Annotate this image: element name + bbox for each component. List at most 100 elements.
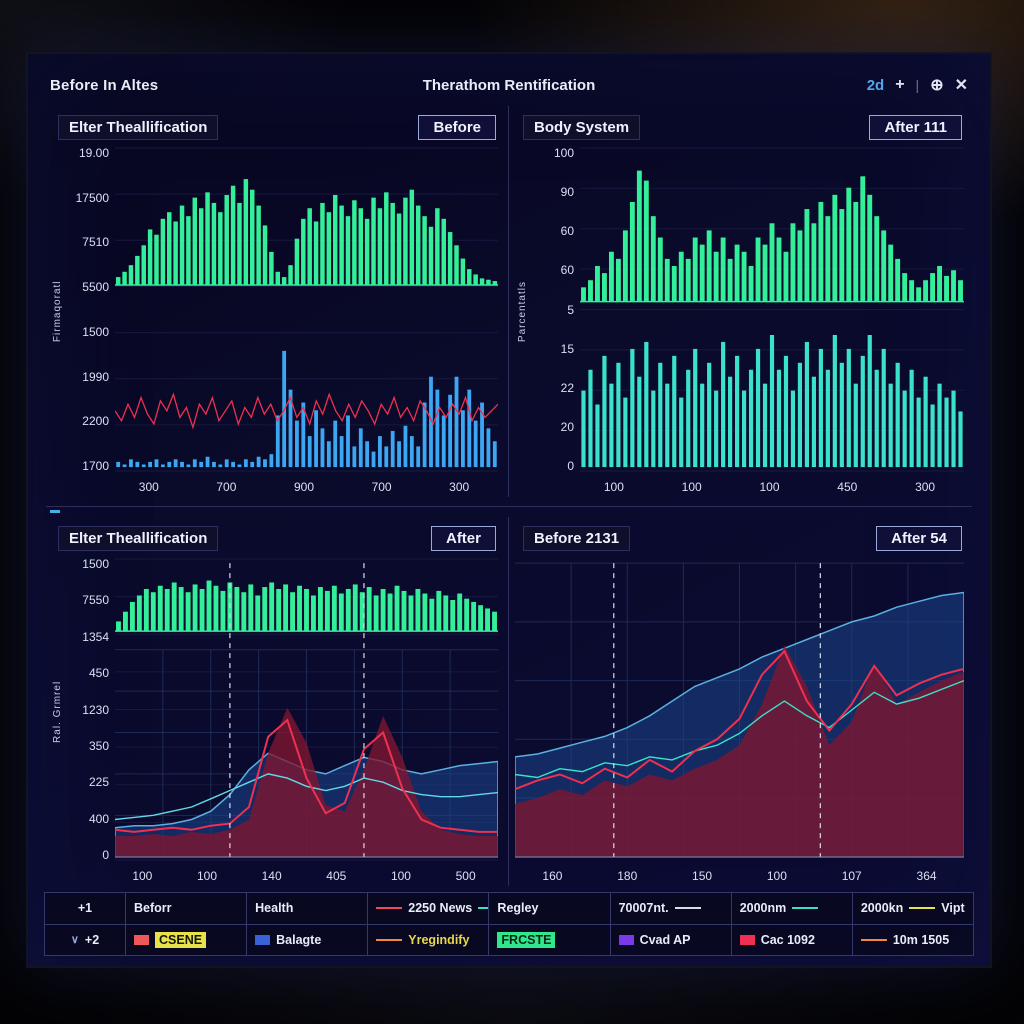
legend-swatch (478, 907, 489, 910)
legend-label: Health (255, 901, 294, 916)
y-tick: 90 (560, 185, 574, 200)
legend-label: Vipt (941, 901, 965, 916)
legend-label: 2250 News (408, 901, 473, 916)
panel-badge[interactable]: Before (418, 114, 496, 140)
legend-item[interactable]: Health (247, 893, 369, 924)
panel-badge[interactable]: After 111 (869, 114, 962, 140)
legend-item[interactable]: 2250 News (368, 893, 490, 924)
legend-row: +1 Beforr Health 2250 News Regley 70007nt. 200… (45, 893, 973, 925)
y-tick: 5 (567, 302, 574, 317)
y-tick: 350 (88, 738, 109, 753)
titlebar: Before In Altes Therathom Rentification … (44, 68, 974, 102)
y-tick: 15 (560, 341, 574, 356)
y-tick: 19.00 (78, 146, 109, 160)
legend-item[interactable]: 10m 1505 (853, 925, 973, 956)
legend-label: Cvad AP (639, 932, 691, 947)
legend-label: +2 (84, 932, 100, 947)
top-panel-row: Elter Theallification Before Firmaqoratl… (44, 106, 974, 498)
legend-item[interactable]: 2000kn Vipt (853, 893, 973, 924)
legend-swatch (860, 938, 887, 941)
panel-title: Before 2131 (523, 525, 631, 551)
panel-bottom-left: Elter Theallification After Ral. Grmrel … (44, 517, 509, 886)
divider-tick (50, 510, 60, 514)
close-icon[interactable]: ✕ (954, 77, 968, 94)
x-tick: 100 (196, 869, 217, 883)
x-axis-ticks: 160 180 150 100 107 364 (515, 866, 964, 886)
x-tick: 140 (261, 869, 282, 883)
y-tick: 1354 (82, 629, 109, 644)
legend-item[interactable]: 70007nt. (611, 893, 732, 924)
chart-svg-p2 (580, 147, 964, 472)
legend-item[interactable]: 2000nm (732, 893, 853, 924)
legend-swatch (255, 934, 271, 945)
x-tick: 100 (132, 869, 153, 883)
y-tick: 2200 (82, 414, 109, 429)
control-separator: | (915, 77, 920, 93)
legend-swatch (909, 907, 936, 910)
legend-swatch (792, 907, 819, 910)
legend-item[interactable]: +1 (45, 893, 126, 924)
chart-svg-p1 (115, 147, 498, 472)
y-axis-ticks: 1500 7550 1354 450 1230 350 225 400 0 (65, 557, 115, 866)
x-tick: 700 (371, 480, 392, 495)
x-tick: 364 (916, 869, 937, 883)
x-tick: 300 (449, 480, 470, 495)
window-controls: 2d + | ⊕ ✕ (867, 75, 968, 95)
legend-item[interactable]: Regley (489, 893, 611, 924)
y-tick: 60 (560, 263, 574, 278)
y-axis-label: Ral. Grmrel (52, 680, 63, 743)
chevron-down-icon: ∨ (70, 934, 79, 947)
plus-icon[interactable]: + (895, 76, 905, 93)
y-tick: 1990 (82, 369, 109, 384)
status-badge: 2d (866, 76, 885, 94)
legend-item[interactable]: Cac 1092 (732, 924, 853, 955)
legend-item[interactable]: ∨ +2 (45, 924, 126, 955)
y-tick: 1700 (82, 459, 109, 474)
panel-top-left: Elter Theallification Before Firmaqoratl… (44, 106, 509, 498)
y-axis-ticks: 100 90 60 60 5 15 22 20 0 (530, 146, 580, 477)
x-tick: 100 (759, 480, 780, 495)
legend-label: Regley (497, 901, 539, 916)
x-tick: 180 (617, 869, 638, 883)
chart-svg-p4 (515, 562, 964, 858)
y-axis-ticks: 19.00 17500 7510 5500 1500 1990 2200 1700 (65, 146, 115, 477)
y-tick: 22 (560, 380, 574, 395)
y-axis-label: Firmaqoratl (52, 280, 63, 343)
legend-item[interactable]: Yregindify (368, 924, 490, 955)
legend-row: ∨ +2 CSENE Balagte Yregindify FRCSTE Cvad AP Ca… (45, 924, 973, 956)
legend-item[interactable]: Cvad AP (611, 924, 732, 955)
legend-swatch (618, 934, 634, 945)
legend-item[interactable]: Balagte (247, 924, 369, 955)
panel-badge[interactable]: After 54 (876, 525, 962, 551)
y-tick: 7550 (82, 593, 109, 608)
x-tick: 405 (326, 869, 347, 883)
y-tick: 450 (88, 666, 109, 681)
x-axis-ticks: 300 700 900 700 300 (50, 477, 498, 497)
legend-label: 10m 1505 (892, 932, 950, 947)
y-tick: 5500 (82, 280, 109, 295)
dashboard-screen: Before In Altes Therathom Rentification … (26, 52, 992, 968)
y-tick: 100 (553, 146, 574, 160)
x-tick: 150 (692, 869, 713, 883)
x-tick: 700 (216, 480, 237, 495)
legend-swatch (739, 934, 755, 945)
y-tick: 1500 (82, 324, 109, 339)
globe-icon[interactable]: ⊕ (930, 77, 944, 94)
chart-area-bottom-right (515, 557, 964, 866)
legend-item[interactable]: Beforr (126, 893, 248, 924)
y-tick: 400 (88, 811, 109, 826)
chart-area-bottom-left (115, 557, 498, 866)
window-title-left: Before In Altes (50, 76, 159, 94)
legend-swatch (134, 934, 149, 945)
legend-item[interactable]: CSENE (126, 924, 248, 955)
x-tick: 100 (390, 869, 411, 883)
legend-label: CSENE (155, 931, 207, 948)
legend-item[interactable]: FRCSTE (489, 924, 611, 955)
x-axis-ticks: 100 100 100 450 300 (515, 477, 964, 497)
y-axis-label: Parcentatls (517, 281, 528, 343)
x-tick: 100 (681, 480, 702, 495)
panel-badge[interactable]: After (430, 525, 496, 551)
panel-top-right: Body System After 111 Parcentatls 100 90 6… (509, 106, 974, 497)
legend-label: FRCSTE (497, 931, 556, 948)
y-tick: 0 (102, 847, 109, 862)
